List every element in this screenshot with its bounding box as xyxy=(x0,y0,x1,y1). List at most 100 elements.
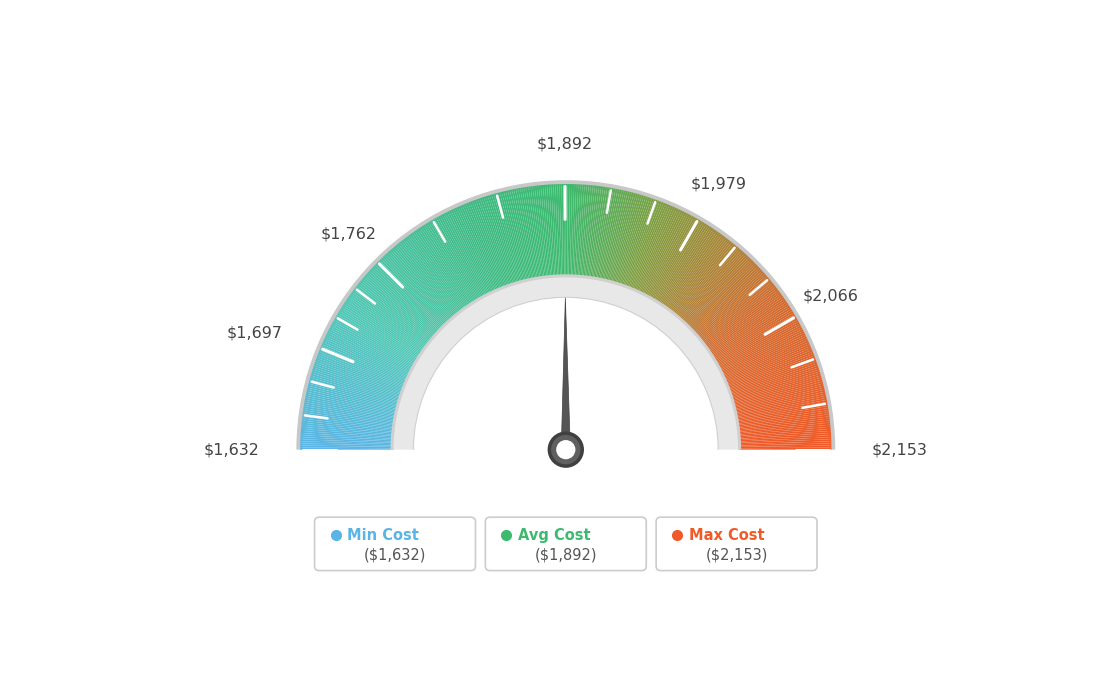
Text: $2,153: $2,153 xyxy=(872,442,927,457)
Wedge shape xyxy=(455,208,495,293)
Wedge shape xyxy=(715,320,798,367)
Wedge shape xyxy=(638,208,679,294)
Wedge shape xyxy=(496,193,522,284)
Wedge shape xyxy=(373,265,443,331)
Wedge shape xyxy=(371,268,440,333)
Wedge shape xyxy=(480,197,511,287)
Wedge shape xyxy=(720,331,805,374)
Wedge shape xyxy=(646,215,692,298)
Wedge shape xyxy=(301,424,394,435)
Wedge shape xyxy=(300,446,394,448)
Wedge shape xyxy=(301,422,394,433)
Wedge shape xyxy=(510,190,531,282)
Wedge shape xyxy=(438,216,485,299)
Wedge shape xyxy=(575,184,583,278)
Wedge shape xyxy=(312,370,402,399)
Wedge shape xyxy=(697,277,769,339)
FancyBboxPatch shape xyxy=(656,518,817,571)
Wedge shape xyxy=(530,186,544,279)
Wedge shape xyxy=(413,231,468,309)
Wedge shape xyxy=(466,203,502,290)
Wedge shape xyxy=(456,207,496,293)
Wedge shape xyxy=(729,362,817,394)
Wedge shape xyxy=(537,186,549,279)
Wedge shape xyxy=(737,435,831,442)
Wedge shape xyxy=(564,184,565,277)
Wedge shape xyxy=(468,202,503,290)
Text: ($1,892): ($1,892) xyxy=(534,547,597,562)
Wedge shape xyxy=(609,193,636,284)
Wedge shape xyxy=(651,219,699,301)
Wedge shape xyxy=(737,424,830,435)
Wedge shape xyxy=(571,184,576,278)
Wedge shape xyxy=(709,302,788,355)
Wedge shape xyxy=(304,404,396,422)
Wedge shape xyxy=(339,309,420,359)
Wedge shape xyxy=(370,269,439,334)
Wedge shape xyxy=(608,193,634,284)
Wedge shape xyxy=(431,220,479,302)
Wedge shape xyxy=(341,306,422,357)
Wedge shape xyxy=(296,180,836,450)
Wedge shape xyxy=(434,218,481,300)
Wedge shape xyxy=(506,190,529,282)
Wedge shape xyxy=(578,185,586,278)
Wedge shape xyxy=(314,366,403,397)
Wedge shape xyxy=(587,186,602,279)
Wedge shape xyxy=(692,269,762,334)
Wedge shape xyxy=(730,371,820,400)
Wedge shape xyxy=(722,338,808,379)
Wedge shape xyxy=(309,380,400,406)
Wedge shape xyxy=(418,228,471,306)
Wedge shape xyxy=(623,199,656,288)
Wedge shape xyxy=(585,186,597,279)
Wedge shape xyxy=(733,390,825,412)
Wedge shape xyxy=(524,187,540,279)
Wedge shape xyxy=(384,255,449,324)
Wedge shape xyxy=(734,394,826,415)
Wedge shape xyxy=(725,350,813,386)
Wedge shape xyxy=(307,388,399,411)
Wedge shape xyxy=(723,342,809,382)
Wedge shape xyxy=(724,348,813,385)
Wedge shape xyxy=(331,324,414,369)
Wedge shape xyxy=(302,412,395,426)
Wedge shape xyxy=(565,184,567,277)
Wedge shape xyxy=(735,402,828,420)
Wedge shape xyxy=(463,204,500,291)
Wedge shape xyxy=(302,416,395,429)
Wedge shape xyxy=(570,184,574,277)
Wedge shape xyxy=(590,187,605,279)
Wedge shape xyxy=(361,279,434,340)
Wedge shape xyxy=(476,199,509,288)
Wedge shape xyxy=(460,205,499,292)
Wedge shape xyxy=(376,262,444,329)
Wedge shape xyxy=(389,250,452,322)
Wedge shape xyxy=(364,275,436,338)
Wedge shape xyxy=(501,191,526,283)
Wedge shape xyxy=(308,382,400,407)
Wedge shape xyxy=(309,377,401,404)
Wedge shape xyxy=(569,184,572,277)
Wedge shape xyxy=(470,201,505,289)
Wedge shape xyxy=(627,201,661,289)
Wedge shape xyxy=(450,209,492,295)
Wedge shape xyxy=(323,338,410,379)
Wedge shape xyxy=(447,211,490,296)
Wedge shape xyxy=(322,340,408,380)
Wedge shape xyxy=(667,235,723,311)
Wedge shape xyxy=(342,304,422,356)
Wedge shape xyxy=(301,426,394,436)
Wedge shape xyxy=(696,275,767,338)
Wedge shape xyxy=(516,188,535,281)
Wedge shape xyxy=(395,245,456,318)
Wedge shape xyxy=(301,420,395,432)
Wedge shape xyxy=(676,245,736,318)
Wedge shape xyxy=(433,219,480,301)
Wedge shape xyxy=(442,214,487,297)
Wedge shape xyxy=(729,364,818,395)
Wedge shape xyxy=(333,320,416,367)
Wedge shape xyxy=(702,287,777,345)
Wedge shape xyxy=(304,406,396,423)
Wedge shape xyxy=(637,208,677,293)
